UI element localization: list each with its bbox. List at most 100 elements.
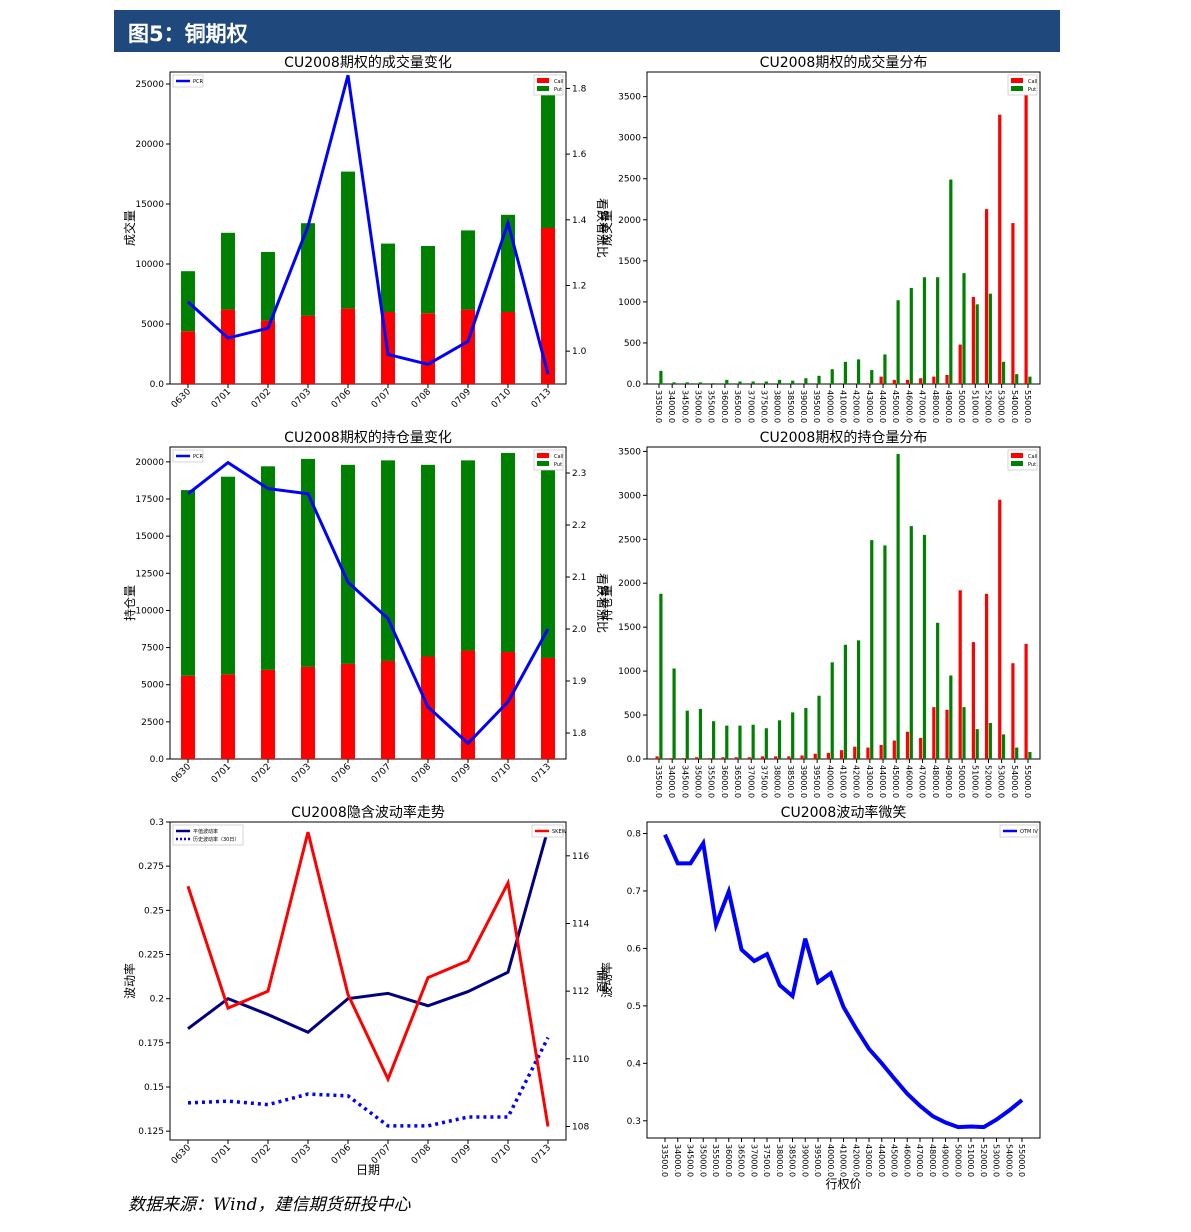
- y-tick-label: 7500: [141, 644, 164, 654]
- y-tick-label: 0.3: [150, 818, 164, 828]
- x-tick-label: 0709: [450, 387, 473, 410]
- x-tick-label: 41000.0: [839, 390, 848, 423]
- bar-put: [936, 622, 940, 759]
- bar-put: [988, 722, 992, 759]
- y2-axis-label: 看跌看涨比: [595, 198, 610, 258]
- legend: Call Put: [1007, 74, 1038, 96]
- bar-put: [672, 668, 676, 759]
- bar-put: [301, 458, 315, 667]
- x-tick-label: 50000.0: [957, 390, 966, 423]
- y-tick-label: 20000: [135, 140, 164, 150]
- x-tick-label: 34500.0: [686, 1144, 695, 1177]
- bar-put: [949, 179, 953, 384]
- x-tick-label: 55000.0: [1017, 1144, 1026, 1177]
- bar-call: [760, 756, 765, 759]
- y-tick-label: 5000: [141, 681, 164, 691]
- bar-put: [751, 724, 755, 759]
- x-tick-label: 34000.0: [673, 1144, 682, 1177]
- bar-put: [698, 382, 703, 384]
- x-tick-label: 43000.0: [865, 765, 874, 798]
- x-tick-label: 40000.0: [825, 390, 834, 423]
- bar-call: [905, 731, 910, 759]
- x-tick-label: 33500.0: [660, 1144, 669, 1177]
- bar-put: [791, 712, 795, 759]
- x-tick-label: 46000.0: [904, 390, 913, 423]
- x-tick-label: 51000.0: [970, 390, 979, 423]
- x-tick-label: 0710: [490, 762, 513, 785]
- bar-call: [932, 376, 936, 384]
- y-tick-label: 5000: [141, 320, 164, 330]
- x-tick-label: 0709: [450, 1143, 473, 1166]
- x-tick-label: 37000.0: [746, 390, 755, 423]
- x-tick-label: 39500.0: [812, 765, 821, 798]
- oi-distribution-chart: CU2008期权的持仓量分布 0.0 500 1000 1500 2000 2500 3000…: [599, 430, 1041, 798]
- bar-call: [501, 312, 515, 384]
- pcr-line: [187, 460, 550, 746]
- chart-title: CU2008期权的成交量变化: [284, 54, 452, 71]
- x-tick-label: 38500.0: [786, 390, 795, 423]
- x-tick-label: 33500.0: [654, 765, 663, 798]
- x-tick-label: 46000.0: [902, 1144, 911, 1177]
- vol-smile-chart: CU2008波动率微笑 0.3 0.4 0.5 0.6 0.7 0.8 波动率 33500.0 3…: [599, 804, 1041, 1191]
- bar-call: [1011, 223, 1015, 384]
- y-tick-label: 0.3: [627, 1117, 641, 1127]
- bar-call: [945, 374, 949, 384]
- x-tick-label: 54000.0: [1010, 390, 1019, 423]
- x-tick-label: 34000.0: [667, 765, 676, 798]
- y-tick-label: 2000: [618, 216, 641, 226]
- bar-put: [421, 464, 435, 657]
- bar-call: [341, 663, 355, 759]
- y-tick-label: 0.15: [144, 1083, 164, 1093]
- bar-put: [1015, 747, 1019, 759]
- bar-call: [892, 740, 896, 759]
- x-tick-label: 38000.0: [775, 1144, 784, 1177]
- x-tick-label: 36500.0: [733, 765, 742, 798]
- legend: PCR: [172, 449, 204, 463]
- x-tick-label: 38500.0: [786, 765, 795, 798]
- x-tick-label: 0703: [290, 762, 313, 785]
- bar-call: [971, 642, 975, 759]
- section-title: 图5：铜期权: [128, 22, 248, 46]
- y-tick-label: 0.5: [627, 1002, 641, 1012]
- bar-put: [685, 710, 689, 759]
- x-tick-label: 0703: [290, 387, 313, 410]
- x-tick-label: 0708: [410, 1143, 433, 1166]
- y-axis-label: 成交量: [122, 210, 137, 246]
- y2-tick-label: 1.9: [572, 677, 587, 687]
- bar-put: [1028, 751, 1032, 759]
- bar-put: [896, 300, 900, 384]
- x-tick-label: 0707: [370, 762, 393, 785]
- bar-call: [879, 376, 883, 384]
- legend: PCR: [172, 74, 204, 88]
- x-tick-label: 51000.0: [966, 1144, 975, 1177]
- legend-swatch: [1011, 453, 1023, 458]
- bar-call: [655, 756, 659, 759]
- x-tick-label: 0702: [250, 762, 273, 785]
- x-tick-label: 36000.0: [724, 1144, 733, 1177]
- legend-label: Put: [1028, 462, 1036, 468]
- bar-call: [958, 344, 962, 384]
- bar-put: [751, 381, 755, 384]
- bar-call: [787, 756, 791, 759]
- bar-call: [708, 758, 712, 759]
- y-tick-label: 0.125: [138, 1127, 164, 1137]
- bar-call: [945, 709, 949, 759]
- bar-put: [949, 675, 953, 759]
- x-tick-label: 45000.0: [891, 765, 900, 798]
- x-tick-label: 35500.0: [707, 390, 716, 423]
- chart-title: CU2008期权的持仓量分布: [760, 430, 928, 446]
- legend-label: Put: [1028, 87, 1036, 93]
- bar-call: [181, 331, 195, 384]
- x-tick-label: 0710: [490, 387, 513, 410]
- bar-call: [501, 652, 515, 759]
- y-axis-label: 成交量: [599, 210, 614, 246]
- y-tick-label: 2500: [618, 535, 641, 545]
- bar-call: [998, 499, 1002, 759]
- bar-call: [261, 669, 275, 759]
- bar-put: [541, 458, 555, 658]
- x-tick-label: 37000.0: [746, 765, 755, 798]
- y-tick-label: 12500: [135, 569, 164, 579]
- y2-axis-label: 偏度: [595, 969, 610, 993]
- legend-label: Put: [554, 462, 562, 468]
- y-tick-label: 0.0: [627, 755, 642, 765]
